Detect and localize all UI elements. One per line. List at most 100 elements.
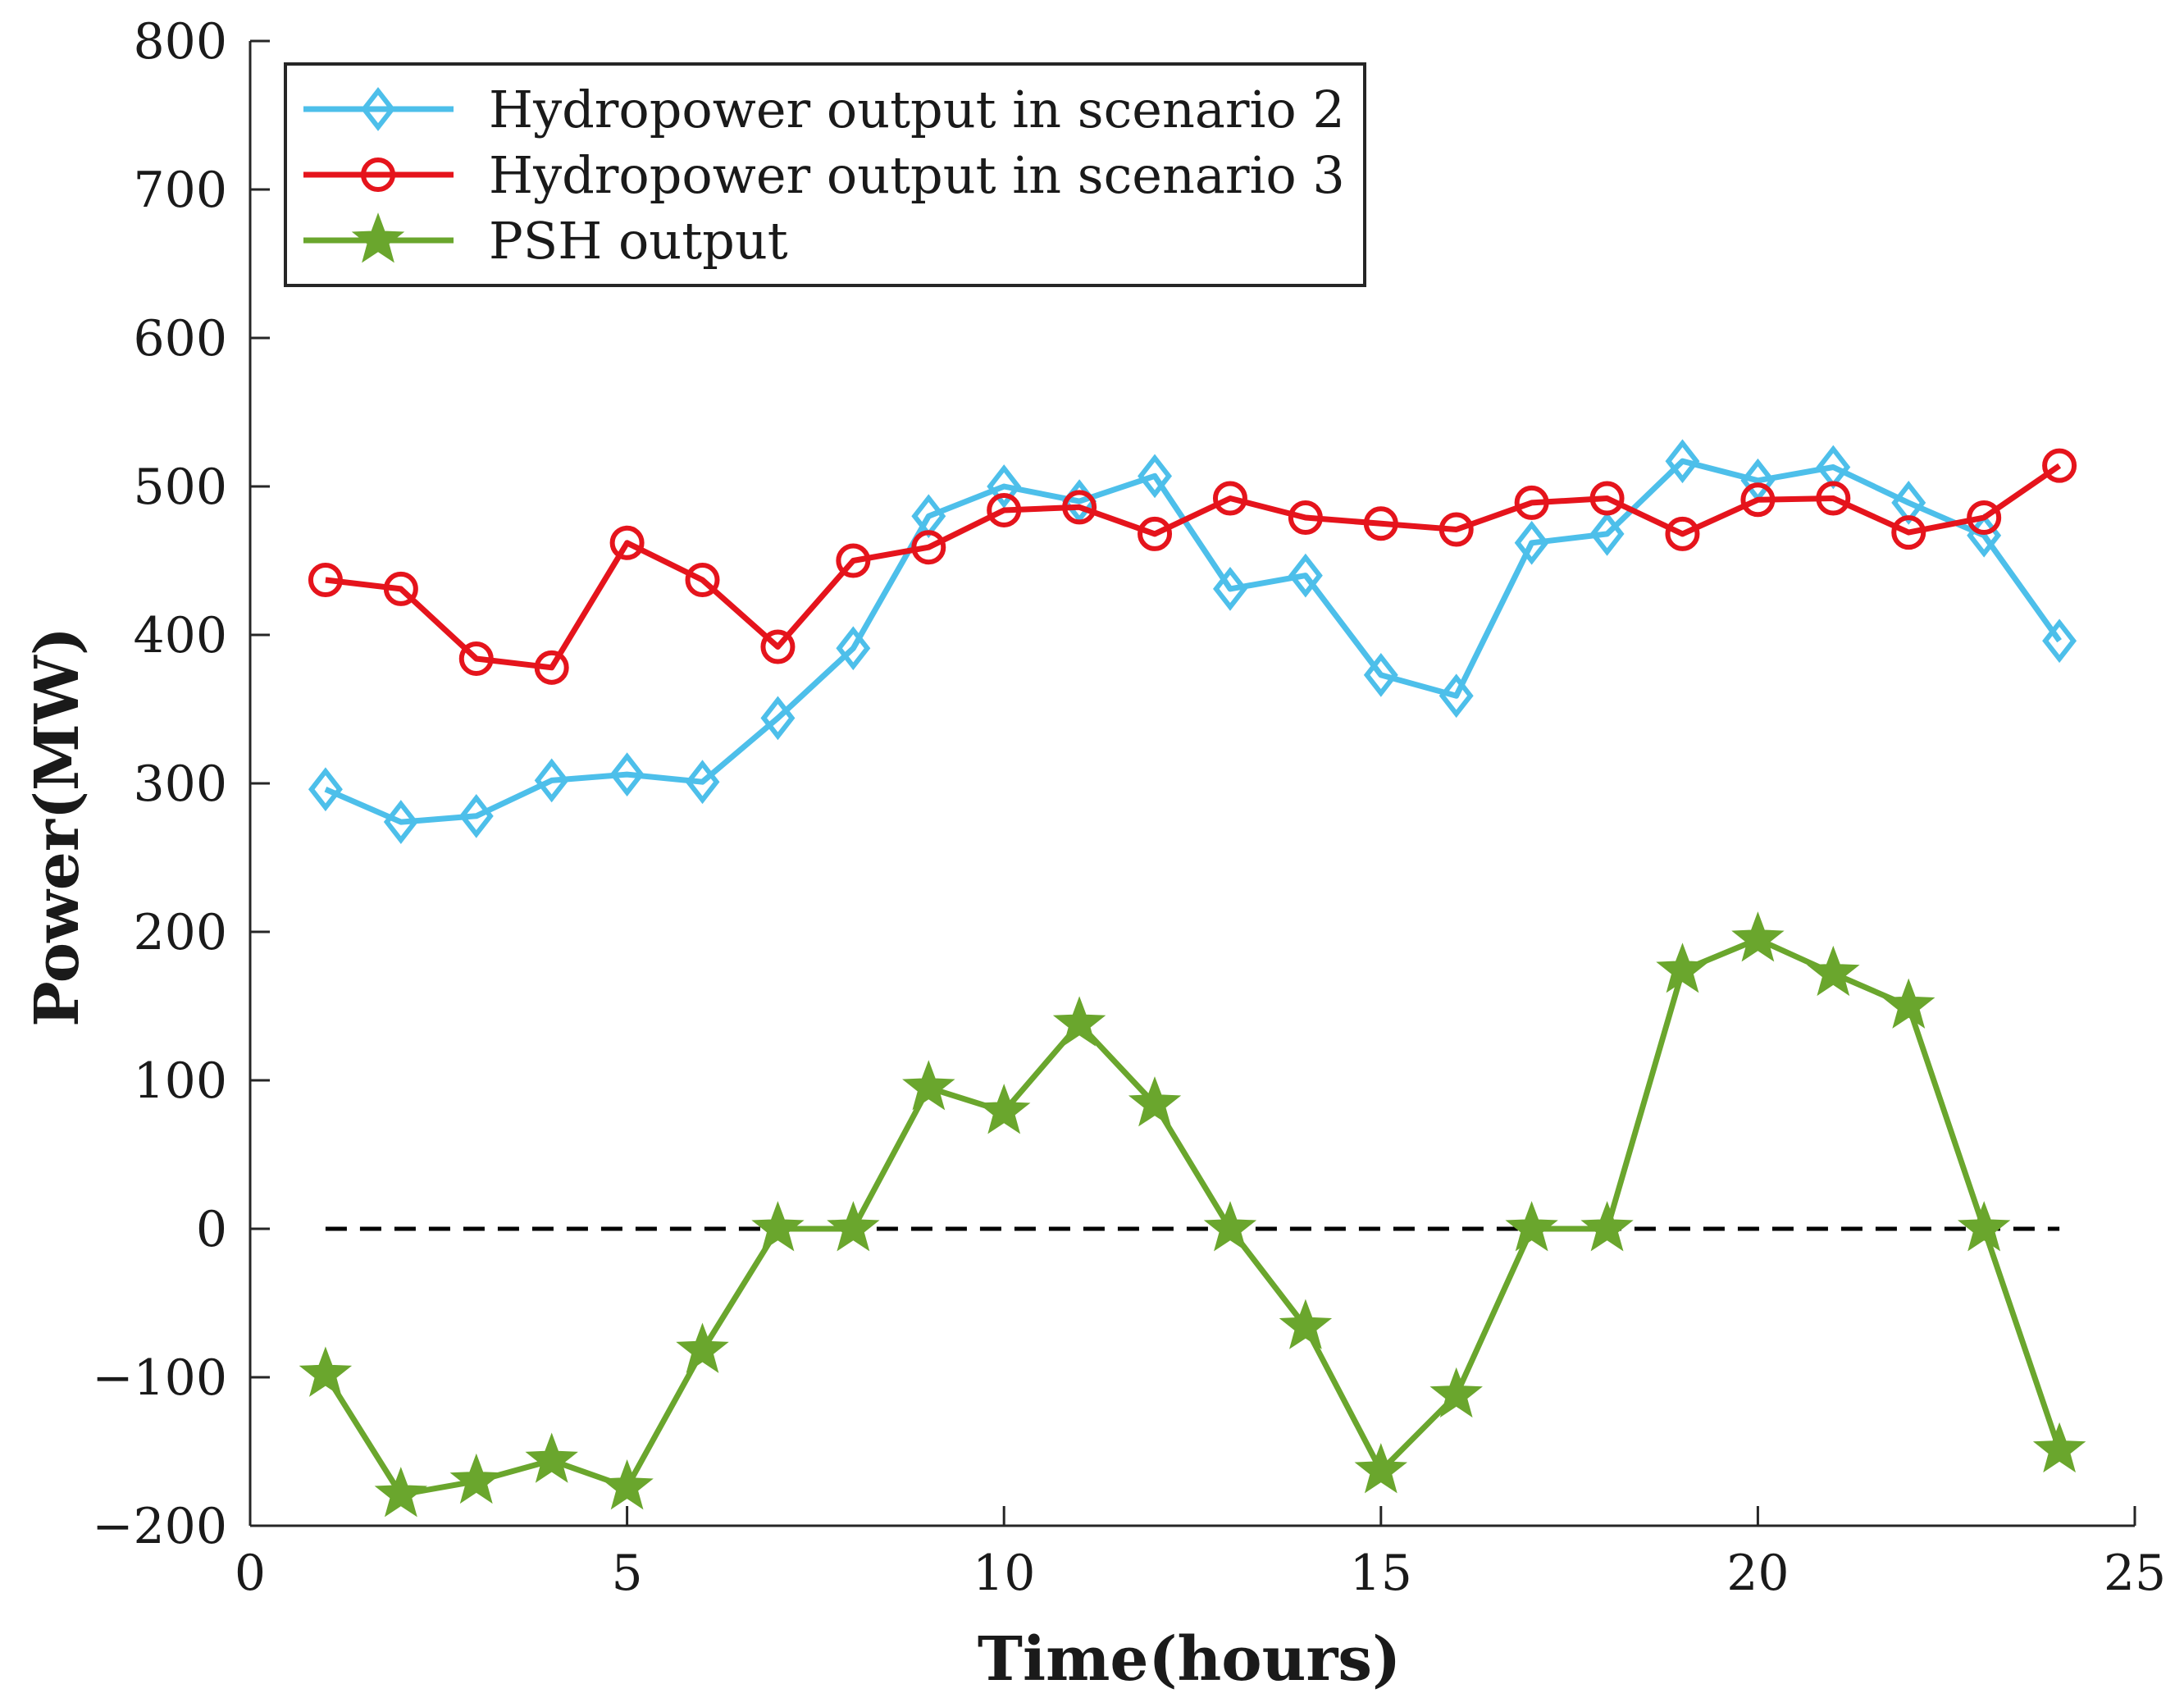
x-tick-label: 15: [1350, 1545, 1412, 1602]
series-2-point: [1062, 490, 1097, 525]
series-1-point: [1439, 673, 1474, 719]
series-1-point: [1363, 652, 1398, 697]
series-3-point: [676, 1322, 729, 1373]
series-2-point: [1138, 516, 1173, 551]
y-tick-label: 100: [133, 1052, 227, 1110]
series-3-line: [322, 936, 2063, 1498]
series-3-point: [1128, 1076, 1182, 1127]
series-2-point: [609, 525, 645, 560]
series-3-point: [1429, 1367, 1483, 1418]
y-tick-label: 800: [133, 13, 227, 71]
series-2-point: [1816, 481, 1851, 516]
series-2-line: [325, 463, 2062, 671]
series-3-point: [1354, 1443, 1408, 1494]
legend-marker-2: [361, 157, 395, 192]
series-1-point: [1891, 481, 1926, 525]
series-3-point: [977, 1084, 1031, 1134]
y-tick-label: 300: [133, 755, 227, 813]
series-3-point: [449, 1453, 503, 1504]
y-tick-label: −100: [92, 1349, 227, 1407]
legend-marker-1: [361, 87, 395, 131]
x-tick-label: 5: [612, 1545, 643, 1602]
series-3: [299, 911, 2086, 1518]
series-1-point: [1138, 454, 1173, 499]
series-1-point: [383, 800, 418, 844]
y-tick-label: −200: [92, 1498, 227, 1555]
series-1-point: [760, 696, 796, 741]
series-2-point: [1288, 500, 1323, 536]
x-tick-label: 20: [1726, 1545, 1789, 1602]
series-2-point: [1740, 482, 1776, 518]
series-1-point: [1288, 553, 1323, 598]
x-tick-label: 10: [973, 1545, 1035, 1602]
series-1-point: [534, 758, 569, 803]
y-tick-label: 600: [133, 310, 227, 367]
series-3-point: [1882, 978, 1936, 1029]
series-3-point: [1656, 943, 1709, 993]
y-tick-label: 500: [133, 459, 227, 516]
series-2-point: [836, 543, 871, 578]
series-3-point: [902, 1060, 955, 1111]
series-2-point: [987, 492, 1022, 527]
series-3-point: [1957, 1201, 2011, 1252]
series-3-point: [751, 1201, 805, 1252]
series-3-point: [374, 1467, 428, 1518]
series-1-point: [1665, 439, 1700, 484]
series-1-point: [2042, 618, 2077, 664]
series-1: [308, 439, 2077, 844]
series-1-point: [987, 464, 1022, 509]
x-axis-label: Time(hours): [978, 1624, 1401, 1695]
series-3-point: [1807, 945, 1860, 997]
series-3-point: [1731, 911, 1785, 962]
series-2-point: [308, 563, 343, 598]
series-3-point: [525, 1432, 578, 1483]
axes: −200 −100 0 100 200 300 400 500 600 700 800 0 5 10 15 2…: [92, 13, 2166, 1602]
series-3-point: [1052, 996, 1106, 1047]
series-2-point: [1967, 500, 2002, 536]
series-2-point: [1439, 512, 1474, 547]
series-2-point: [2042, 448, 2077, 483]
series-3-point: [1505, 1201, 1558, 1252]
series-2-point: [383, 571, 418, 606]
series-2-point: [1891, 515, 1926, 550]
series-1-point: [609, 752, 645, 797]
y-axis-label: Power(MW): [22, 627, 93, 1027]
y-tick-label: 200: [133, 904, 227, 961]
series-2-point: [1212, 481, 1247, 516]
legend-label-3: PSH output: [489, 211, 788, 271]
series-2-point: [1514, 485, 1549, 520]
series-3-point: [2032, 1422, 2086, 1473]
series-2-point: [1589, 481, 1625, 516]
y-tick-label: 400: [133, 607, 227, 664]
legend-marker-3: [351, 212, 405, 263]
legend: Hydropower output in scenario 2 Hydropowe…: [284, 62, 1366, 287]
series-2-point: [458, 641, 494, 676]
legend-label-1: Hydropower output in scenario 2: [489, 80, 1345, 139]
legend-label-2: Hydropower output in scenario 3: [489, 145, 1345, 205]
series-3-point: [299, 1346, 353, 1397]
legend-box: [284, 62, 1366, 287]
series-2-point: [1665, 516, 1700, 551]
series-3-point: [600, 1459, 654, 1510]
series-2-point: [911, 530, 946, 565]
series-group: [299, 439, 2086, 1518]
series-2-point: [1363, 506, 1398, 541]
series-1-point: [1514, 520, 1549, 565]
series-1-point: [836, 626, 871, 671]
series-1-point: [308, 767, 343, 812]
x-tick-label: 0: [235, 1545, 266, 1602]
series-2-point: [685, 563, 720, 598]
series-3-point: [1580, 1201, 1634, 1252]
series-2-point: [760, 629, 796, 664]
series-2-point: [534, 650, 569, 685]
series-3-point: [1279, 1299, 1333, 1349]
series-3-point: [1203, 1201, 1257, 1252]
series-1-point: [1212, 567, 1247, 611]
series-3-point: [827, 1201, 880, 1252]
series-1-point: [1589, 512, 1625, 556]
y-tick-label: 0: [196, 1201, 227, 1258]
x-tick-label: 25: [2104, 1545, 2166, 1602]
series-1-point: [458, 793, 494, 838]
y-tick-label: 700: [133, 162, 227, 219]
